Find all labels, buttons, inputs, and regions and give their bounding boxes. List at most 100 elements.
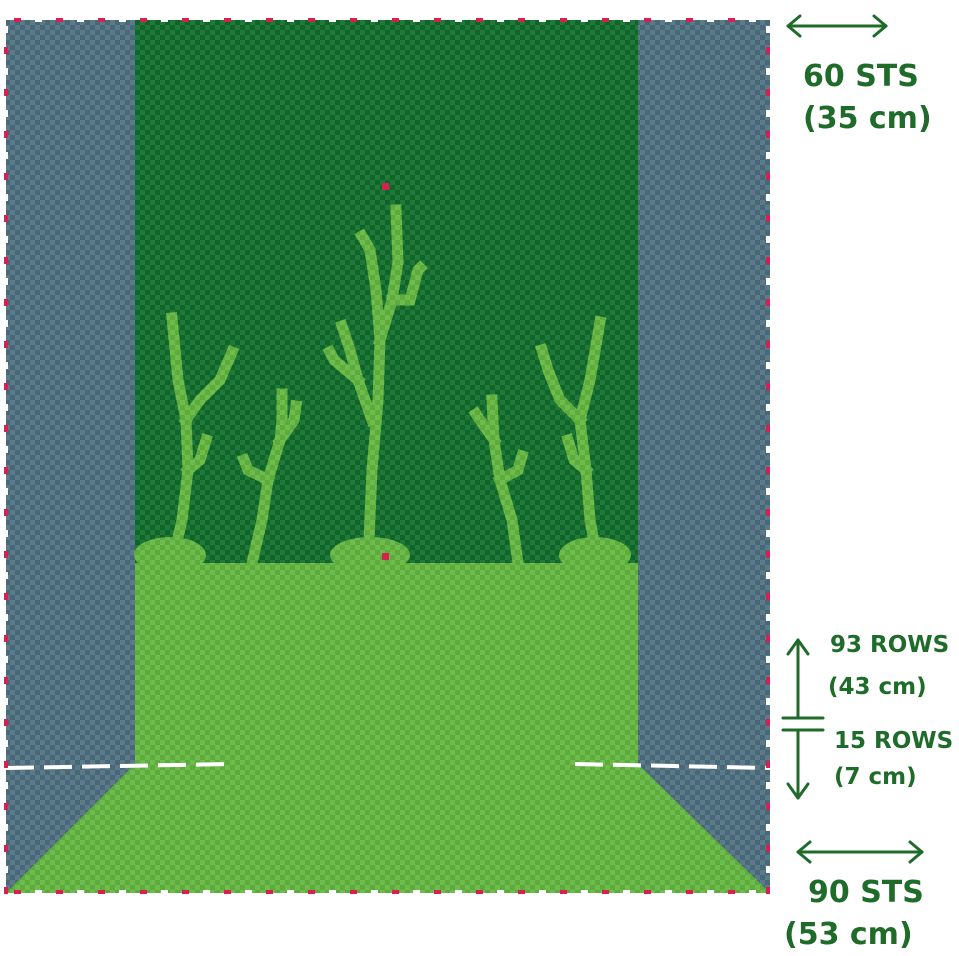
edge-marker-top	[182, 18, 189, 22]
edge-marker-top	[581, 18, 588, 22]
edge-marker-left	[4, 194, 8, 201]
edge-marker-left	[4, 215, 8, 222]
edge-marker-bottom	[644, 890, 651, 894]
edge-marker-left	[4, 677, 8, 684]
upper-width-stitches: 60 STS	[803, 59, 919, 94]
edge-marker-top	[518, 18, 525, 22]
edge-marker-left	[4, 572, 8, 579]
edge-marker-right	[766, 173, 770, 180]
edge-marker-left	[4, 47, 8, 54]
edge-marker-left	[4, 719, 8, 726]
lower-rows-count: 15 ROWS	[834, 728, 953, 754]
edge-marker-left	[4, 26, 8, 33]
edge-marker-left	[4, 488, 8, 495]
edge-marker-right	[766, 68, 770, 75]
edge-marker-bottom	[581, 890, 588, 894]
center-marker-bottom	[382, 553, 389, 560]
edge-marker-right	[766, 362, 770, 369]
edge-marker-right	[766, 446, 770, 453]
edge-marker-right	[766, 215, 770, 222]
edge-marker-top	[602, 18, 609, 22]
edge-marker-right	[766, 194, 770, 201]
edge-marker-left	[4, 866, 8, 873]
edge-marker-right	[766, 551, 770, 558]
edge-marker-bottom	[329, 890, 336, 894]
edge-marker-right	[766, 278, 770, 285]
edge-marker-bottom	[371, 890, 378, 894]
edge-marker-left	[4, 446, 8, 453]
edge-marker-top	[665, 18, 672, 22]
edge-marker-top	[14, 18, 21, 22]
edge-marker-right	[766, 740, 770, 747]
edge-marker-top	[308, 18, 315, 22]
edge-marker-top	[371, 18, 378, 22]
edge-marker-right	[766, 656, 770, 663]
edge-marker-left	[4, 761, 8, 768]
edge-marker-left	[4, 887, 8, 894]
edge-marker-left	[4, 362, 8, 369]
edge-marker-left	[4, 341, 8, 348]
edge-marker-right	[766, 803, 770, 810]
edge-markers	[4, 18, 770, 894]
edge-marker-right	[766, 698, 770, 705]
edge-marker-right	[766, 719, 770, 726]
edge-marker-top	[539, 18, 546, 22]
edge-marker-right	[766, 467, 770, 474]
edge-marker-left	[4, 89, 8, 96]
edge-marker-right	[766, 383, 770, 390]
annotation-upper-width: 60 STS (35 cm)	[786, 14, 932, 136]
edge-marker-left	[4, 656, 8, 663]
edge-marker-top	[644, 18, 651, 22]
edge-marker-top	[413, 18, 420, 22]
edge-marker-bottom	[245, 890, 252, 894]
edge-marker-top	[350, 18, 357, 22]
edge-marker-bottom	[224, 890, 231, 894]
edge-marker-right	[766, 572, 770, 579]
edge-marker-bottom	[287, 890, 294, 894]
edge-marker-top	[497, 18, 504, 22]
edge-marker-top	[455, 18, 462, 22]
annotation-bottom-width: 90 STS (53 cm)	[784, 840, 924, 952]
edge-marker-left	[4, 551, 8, 558]
edge-marker-right	[766, 509, 770, 516]
edge-marker-left	[4, 803, 8, 810]
edge-marker-top	[749, 18, 756, 22]
edge-marker-right	[766, 131, 770, 138]
edge-marker-bottom	[77, 890, 84, 894]
edge-marker-right	[766, 425, 770, 432]
edge-marker-bottom	[560, 890, 567, 894]
bottom-width-size: (53 cm)	[784, 917, 913, 952]
edge-marker-bottom	[119, 890, 126, 894]
edge-marker-top	[728, 18, 735, 22]
edge-marker-right	[766, 824, 770, 831]
edge-marker-right	[766, 866, 770, 873]
edge-marker-bottom	[308, 890, 315, 894]
edge-marker-bottom	[749, 890, 756, 894]
edge-marker-top	[476, 18, 483, 22]
right-dashed-line	[574, 762, 771, 770]
edge-marker-left	[4, 467, 8, 474]
edge-marker-top	[623, 18, 630, 22]
edge-marker-bottom	[623, 890, 630, 894]
edge-marker-top	[245, 18, 252, 22]
bottom-width-stitches: 90 STS	[808, 875, 924, 910]
edge-marker-bottom	[518, 890, 525, 894]
edge-marker-left	[4, 257, 8, 264]
edge-marker-bottom	[14, 890, 21, 894]
edge-marker-left	[4, 614, 8, 621]
edge-marker-bottom	[413, 890, 420, 894]
edge-marker-top	[392, 18, 399, 22]
edge-marker-left	[4, 320, 8, 327]
edge-marker-right	[766, 488, 770, 495]
edge-marker-left	[4, 383, 8, 390]
annotation-rows: 93 ROWS (43 cm) 15 ROWS (7 cm)	[781, 632, 953, 800]
edge-marker-bottom	[182, 890, 189, 894]
edge-marker-top	[77, 18, 84, 22]
edge-marker-right	[766, 635, 770, 642]
edge-marker-bottom	[602, 890, 609, 894]
edge-marker-bottom	[434, 890, 441, 894]
edge-marker-right	[766, 26, 770, 33]
edge-marker-left	[4, 635, 8, 642]
edge-marker-bottom	[665, 890, 672, 894]
